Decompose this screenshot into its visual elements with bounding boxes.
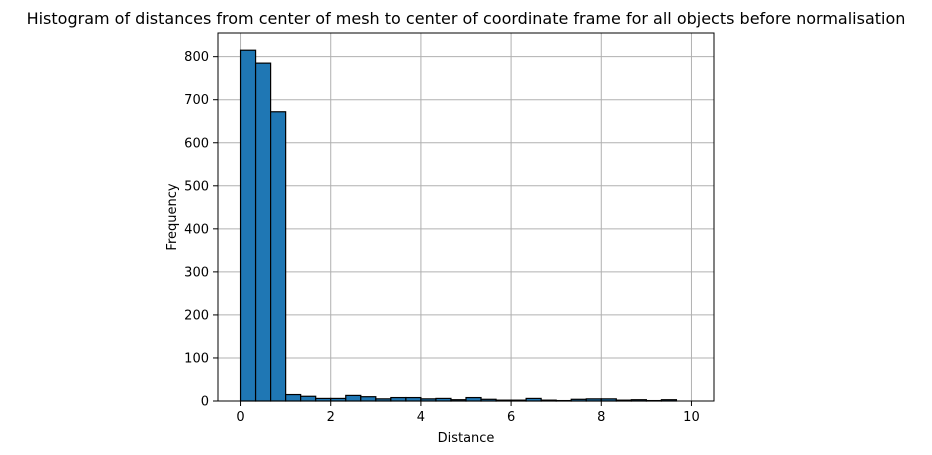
x-tick-label: 10 (683, 410, 700, 425)
histogram-bar (300, 395, 317, 402)
x-tick-label: 6 (507, 410, 515, 425)
y-axis-ticks: 0 100 200 300 400 500 600 700 800 (184, 50, 218, 410)
x-tick-label: 2 (327, 410, 335, 425)
histogram-bar (345, 394, 362, 402)
chart-title: Histogram of distances from center of me… (27, 9, 906, 28)
y-tick-label: 100 (184, 351, 209, 366)
histogram-bar (270, 111, 287, 402)
x-tick-label: 8 (597, 410, 605, 425)
y-tick-label: 300 (184, 265, 209, 280)
plot-area-frame (217, 32, 715, 402)
grid-lines (218, 33, 714, 402)
y-tick-label: 800 (184, 50, 209, 65)
histogram-bar (360, 396, 377, 402)
y-tick-label: 0 (201, 395, 209, 410)
y-axis-label: Frequency (165, 183, 180, 250)
x-tick-label: 4 (417, 410, 425, 425)
histogram-bar (239, 49, 257, 402)
y-tick-label: 200 (184, 308, 209, 323)
y-tick-label: 500 (184, 179, 209, 194)
y-tick-label: 600 (184, 136, 209, 151)
histogram-bar (285, 393, 302, 402)
histogram-bar (405, 396, 422, 402)
histogram-bars (239, 49, 678, 402)
histogram-bar (465, 396, 482, 402)
histogram-bar (254, 62, 272, 402)
histogram-bar (390, 396, 407, 402)
x-axis-label: Distance (438, 431, 495, 446)
x-axis-ticks: 0 2 4 6 8 10 (236, 401, 700, 425)
y-tick-label: 400 (184, 222, 209, 237)
y-tick-label: 700 (184, 93, 209, 108)
x-tick-label: 0 (236, 410, 244, 425)
